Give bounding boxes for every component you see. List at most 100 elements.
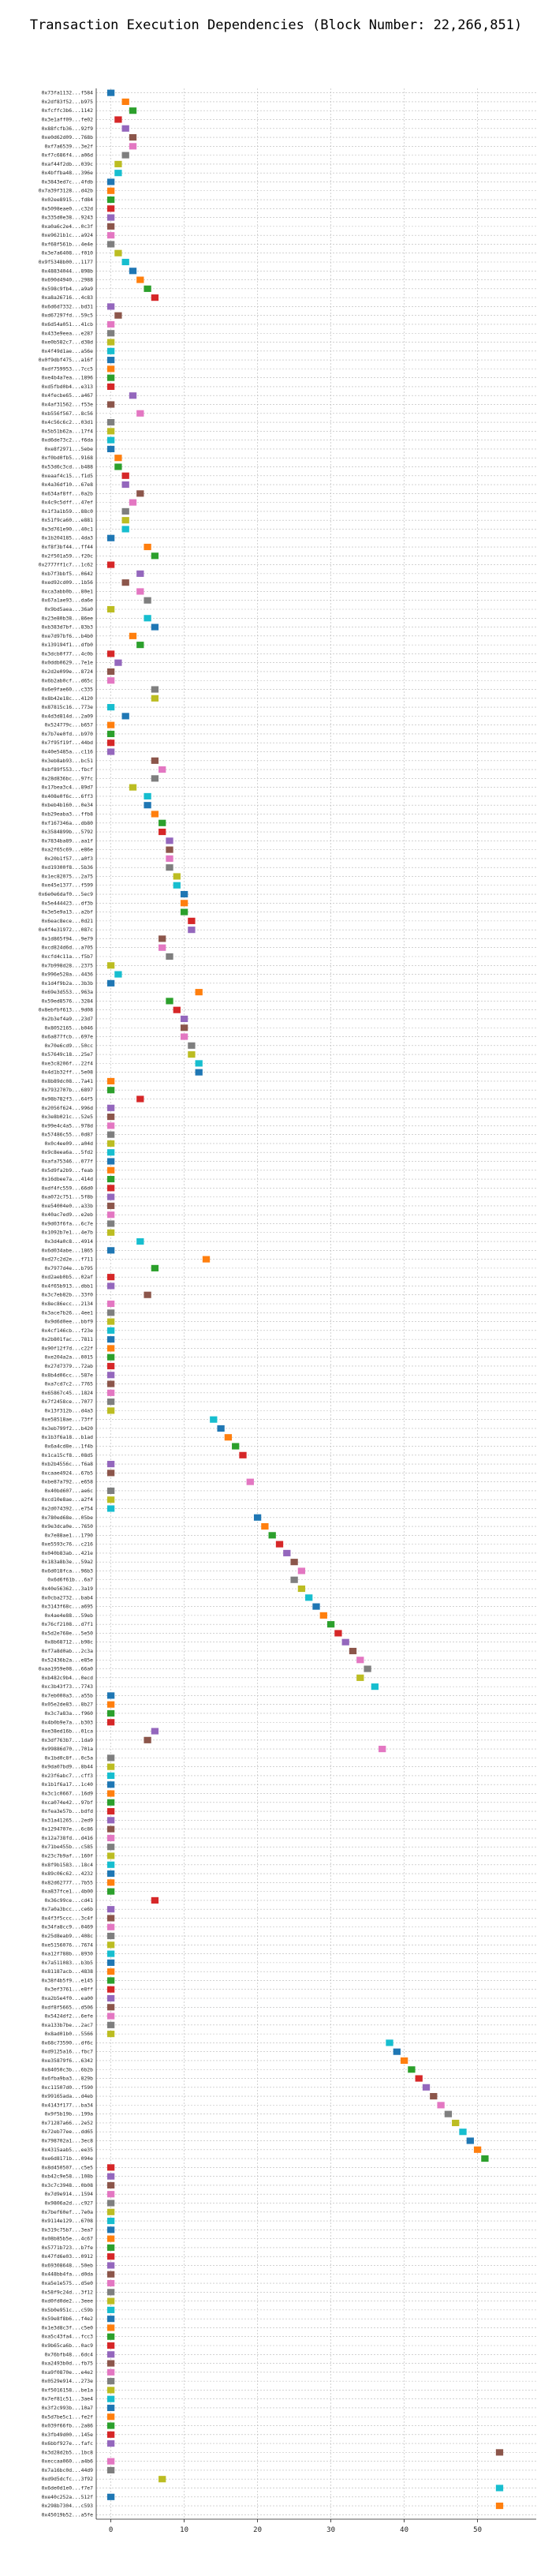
execution-bar [495,2484,504,2492]
execution-bar [106,1994,115,2002]
execution-bar [151,623,159,631]
execution-bar [106,1781,115,1788]
execution-bar [326,1621,335,1628]
execution-bar [106,1799,115,1806]
execution-bar [151,294,159,301]
y-tick-label: 0xf68f561b...4e4e [42,241,94,247]
y-tick-label: 0x7b998d28...2375 [42,962,94,968]
tick-layer: 0 10 20 30 40 50 [95,88,536,2534]
y-tick-label: 0x71be455b...c585 [42,1844,94,1850]
y-tick-label: 0x3fb49d00...145e [42,2432,94,2438]
y-tick-label: 0x8b68712...b98c [44,1639,93,1646]
execution-bar [106,534,115,541]
execution-bar [106,2004,115,2011]
execution-bar [129,133,137,141]
y-tick-label: 0x5b0e951c...c59b [42,2307,94,2313]
execution-bar [106,1175,115,1183]
execution-bar [106,1852,115,1859]
y-tick-label: 0x3c7c3948...0b08 [42,2182,94,2188]
execution-bar [151,1896,159,1904]
execution-bar [144,1291,151,1298]
y-tick-label: 0x47fd6e03...0912 [42,2253,94,2260]
y-tick-label: 0x040b83ab...421e [42,1550,94,1556]
y-tick-label: 0x9f5348b00...1177 [39,259,93,265]
y-tick-label: 0xbf89f553...fbcf [42,766,94,773]
y-tick-label: 0x298b7304...c593 [42,2503,94,2509]
y-tick-label: 0x1b204185...4da3 [42,535,94,541]
execution-bar [106,428,115,435]
execution-bar [106,330,115,337]
y-tick-label: 0xe9621b1c...a924 [42,232,94,238]
y-tick-label: 0x5e444423...df3b [42,900,94,906]
execution-bar [106,1915,115,1922]
execution-bar [106,1888,115,1895]
y-tick-label: 0x99886d70...701a [42,1746,94,1752]
execution-bar [159,2476,166,2483]
execution-bar [106,1870,115,1878]
execution-bar [106,241,115,248]
y-tick-label: 0xf167346a...db80 [42,820,94,826]
execution-bar [106,1220,115,1227]
y-tick-label: 0xaa1959e08...66a0 [39,1666,93,1672]
y-tick-label: 0xe54004e0...a33b [42,1203,94,1209]
execution-bar [129,632,137,639]
execution-bar [136,490,144,497]
y-tick-label: 0x4cf146cb...f23e [42,1327,94,1334]
execution-bar [106,2181,115,2188]
y-tick-label: 0xd2aeb0b5...02af [42,1274,94,1280]
y-tick-label: 0x6d6d7332...bd31 [42,303,94,309]
execution-bar [106,339,115,346]
y-tick-label: 0x57649c18...25e7 [42,1051,94,1058]
y-tick-label: 0xe8f2971...5ebe [44,446,93,452]
y-tick-label: 0x23c7b9af...160f [42,1852,94,1859]
execution-bar [106,1407,115,1414]
execution-bar [173,882,181,889]
execution-bar [106,2333,115,2340]
execution-bar [136,570,144,577]
execution-bar [268,1532,276,1539]
y-tick-label: 0x34fa8cc9...0469 [42,1924,94,1930]
execution-bar [151,757,159,764]
y-tick-label: 0x3e1aff09...fe02 [42,116,94,122]
execution-bar [159,819,166,826]
y-tick-label: 0x780ed68e...05be [42,1515,94,1521]
y-tick-label: 0x3584899b...5792 [42,829,94,835]
execution-bar [106,2021,115,2028]
y-tick-label: 0x02ee8915...fd84 [42,197,94,203]
y-tick-label: 0x3c1c0667...16d9 [42,1791,94,1797]
execution-bar [106,1309,115,1316]
y-tick-label: 0x7bef60ef...7e0a [42,2209,94,2215]
execution-bar [459,2129,467,2136]
y-tick-label: 0x7a39f3128...d42b [39,188,93,194]
execution-bar [106,1300,115,1308]
execution-bar [106,1950,115,1957]
execution-bar [253,1514,262,1521]
execution-bar [334,1630,342,1637]
y-tick-label: 0x69308648...50eb [42,2262,94,2268]
y-tick-label: 0x76cf2108...d7f1 [42,1621,94,1627]
y-tick-label: 0x6a4cd8e...1f4b [44,1443,93,1450]
y-tick-label: 0x335d0e38...9243 [42,215,94,221]
execution-bar [106,1345,115,1352]
execution-bar [166,864,173,871]
y-tick-label: 0x4143f177...ba34 [42,2102,94,2108]
y-tick-label: 0x57486c55...0d87 [42,1132,94,1138]
y-tick-label: 0x3dcb0f77...4c0b [42,650,94,657]
y-tick-label: 0x6b2ab0cf...d65c [42,677,94,683]
execution-bar [400,2057,408,2065]
y-tick-label: 0x89c06c62...4232 [42,1870,94,1877]
execution-bar [129,107,137,114]
y-tick-label: 0x53d6c3cd...b488 [42,463,94,470]
execution-bar [106,1879,115,1886]
y-tick-label: 0x7eb000a3...a55b [42,1692,94,1698]
execution-bar [106,383,115,391]
y-tick-label: 0xd19300f8...5b36 [42,864,94,871]
execution-bar [379,1746,386,1753]
y-tick-label: 0x1d4f9b2a...3b3b [42,980,94,987]
y-tick-label: 0x81187acb...4838 [42,1968,94,1975]
y-tick-label: 0x9114e129...6708 [42,2218,94,2224]
y-tick-label: 0x3df763b7...1da9 [42,1737,94,1743]
y-tick-label: 0xdf759953...7cc5 [42,365,94,372]
execution-bar [430,2093,438,2100]
y-tick-label: 0x6d018fca...96b3 [42,1567,94,1574]
